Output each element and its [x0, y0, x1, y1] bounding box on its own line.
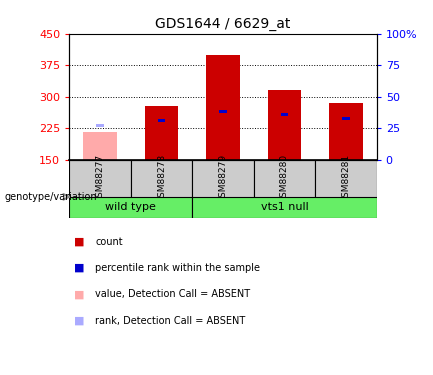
- Bar: [219, 110, 227, 113]
- Text: ■: ■: [74, 316, 84, 326]
- Text: GSM88280: GSM88280: [280, 154, 289, 203]
- Bar: [315, 160, 377, 197]
- Text: rank, Detection Call = ABSENT: rank, Detection Call = ABSENT: [95, 316, 246, 326]
- Text: ■: ■: [74, 290, 84, 299]
- Text: GSM88279: GSM88279: [219, 154, 227, 203]
- Text: percentile rank within the sample: percentile rank within the sample: [95, 263, 260, 273]
- Bar: [158, 119, 165, 122]
- Text: count: count: [95, 237, 123, 247]
- Bar: [83, 132, 117, 160]
- Bar: [192, 197, 377, 217]
- Bar: [96, 124, 104, 127]
- Bar: [69, 197, 192, 217]
- Bar: [206, 55, 240, 160]
- Bar: [145, 106, 178, 160]
- Title: GDS1644 / 6629_at: GDS1644 / 6629_at: [155, 17, 291, 32]
- Bar: [192, 160, 254, 197]
- Bar: [268, 90, 301, 160]
- Text: ■: ■: [74, 237, 84, 247]
- Bar: [69, 160, 131, 197]
- Text: GSM88281: GSM88281: [342, 154, 350, 203]
- Text: vts1 null: vts1 null: [261, 202, 308, 212]
- Text: wild type: wild type: [105, 202, 156, 212]
- Bar: [329, 103, 363, 160]
- Text: GSM88278: GSM88278: [157, 154, 166, 203]
- Bar: [342, 117, 350, 120]
- Text: GSM88277: GSM88277: [96, 154, 104, 203]
- Text: ■: ■: [74, 263, 84, 273]
- Text: value, Detection Call = ABSENT: value, Detection Call = ABSENT: [95, 290, 250, 299]
- Bar: [131, 160, 192, 197]
- Text: genotype/variation: genotype/variation: [4, 192, 97, 202]
- Bar: [281, 113, 288, 116]
- Bar: [254, 160, 315, 197]
